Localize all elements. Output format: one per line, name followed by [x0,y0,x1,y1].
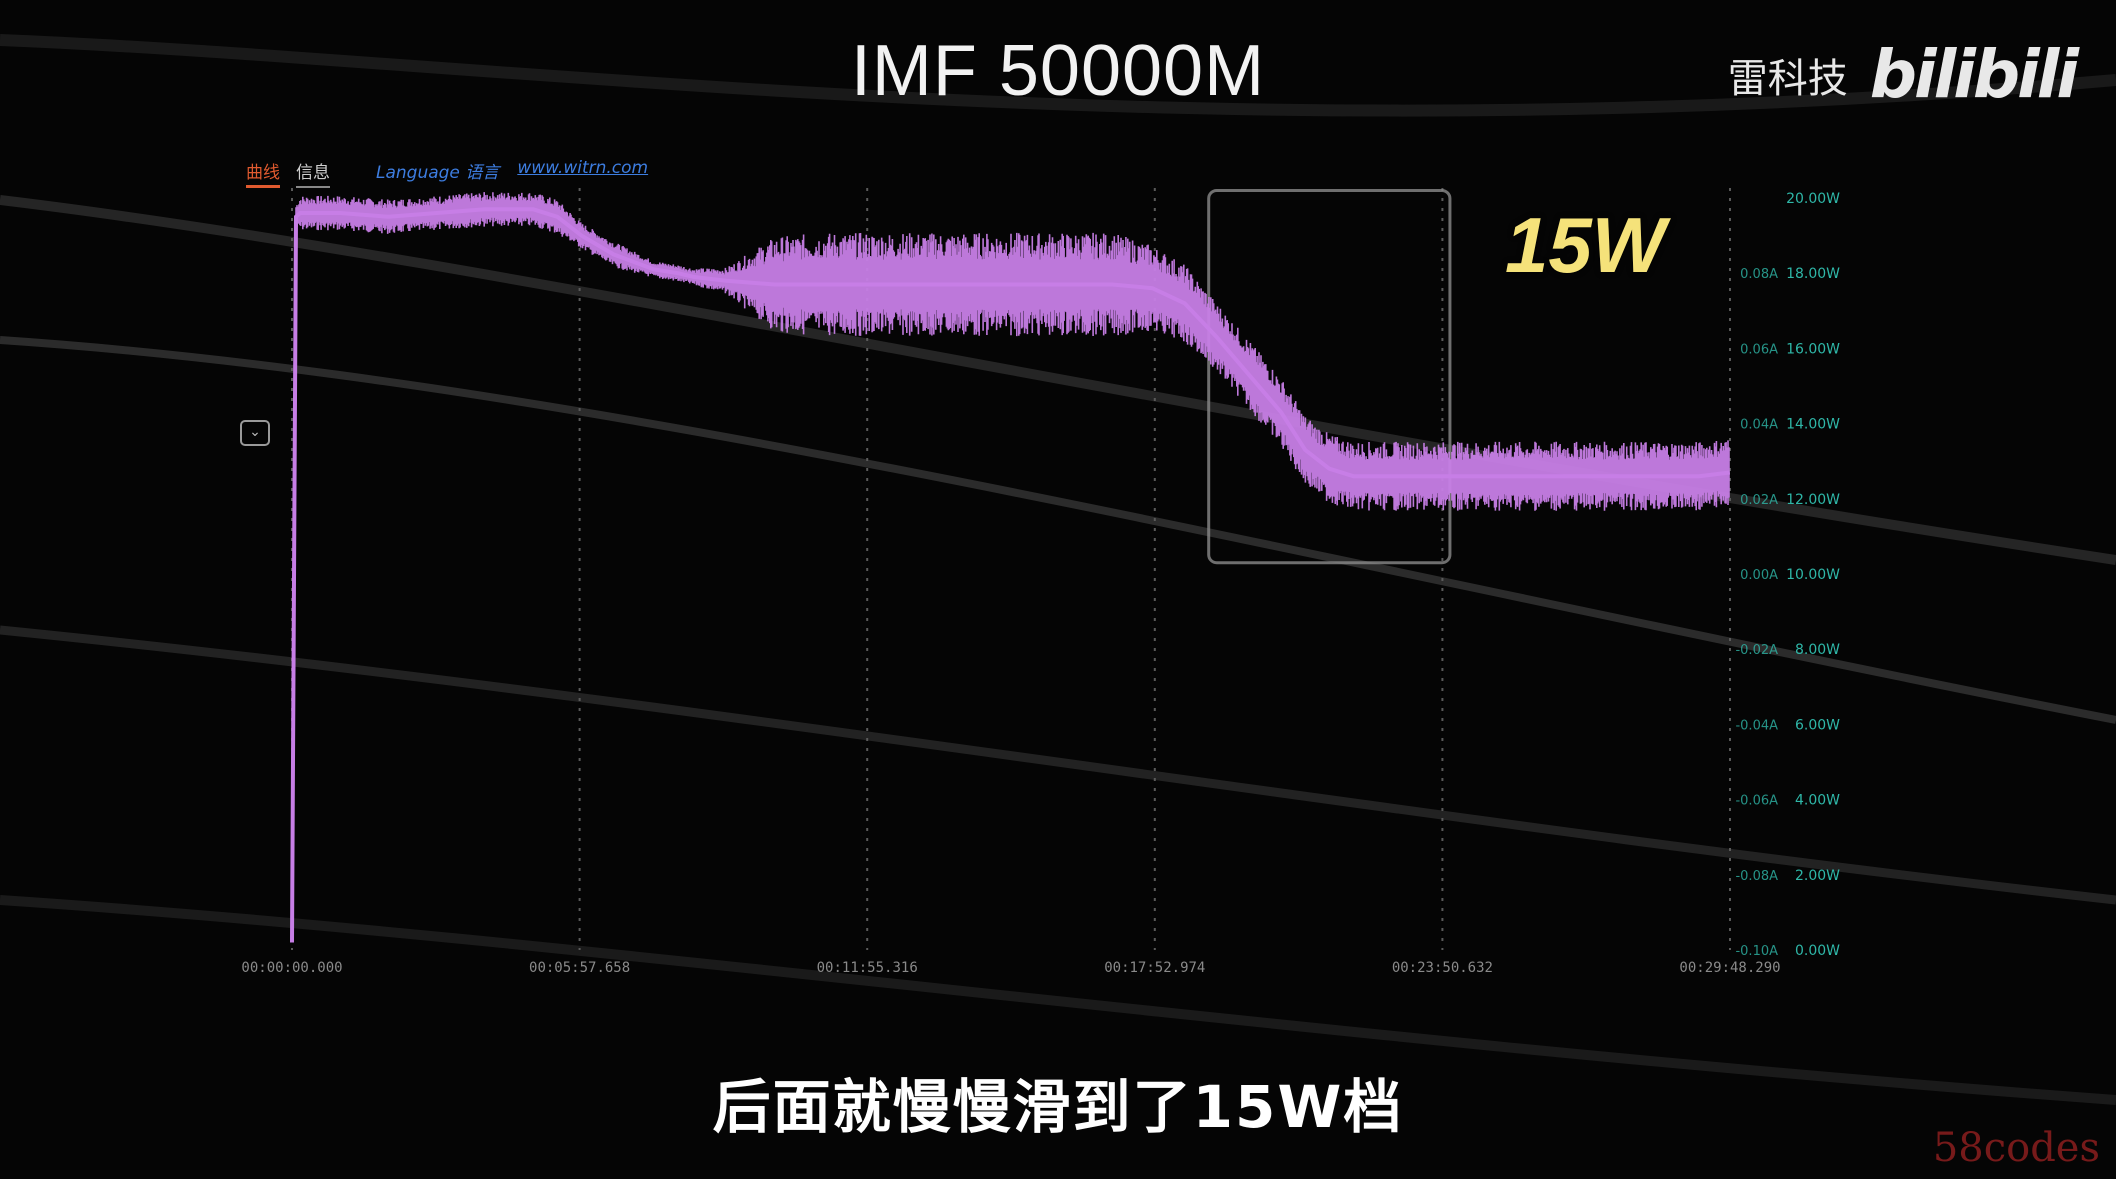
y-power-tick-label: 8.00W [1795,642,1840,658]
highlight-box [1207,188,1452,565]
brand: 雷科技 bilibili [1727,36,2079,113]
y-power-tick-label: 14.00W [1786,417,1840,433]
y-current-tick-label: -0.08A [1735,869,1778,884]
y-current-tick-label: -0.04A [1735,718,1778,733]
y-current-tick-label: 0.08A [1740,267,1778,282]
y-current-tick-label: -0.02A [1735,643,1778,658]
y-current-tick-label: -0.06A [1735,794,1778,809]
x-tick-label: 00:05:57.658 [529,960,630,976]
y-current-tick-label: 0.00A [1740,568,1778,583]
x-tick-label: 00:23:50.632 [1392,960,1493,976]
y-power-tick-label: 10.00W [1786,567,1840,583]
y-current-tick-label: 0.04A [1740,418,1778,433]
series-line [290,207,1731,943]
x-tick-label: 00:17:52.974 [1104,960,1205,976]
y-power-tick-label: 16.00W [1786,341,1840,357]
y-current-tick-label: 0.06A [1740,342,1778,357]
brand-text: 雷科技 [1727,55,1848,102]
watermark: 58codes [1932,1125,2100,1171]
collapse-toggle-icon[interactable]: ⌄ [240,420,270,446]
y-power-tick-label: 4.00W [1795,793,1840,809]
y-power-tick-label: 6.00W [1795,717,1840,733]
y-power-tick-label: 0.00W [1795,943,1840,959]
y-power-tick-label: 2.00W [1795,868,1840,884]
x-tick-label: 00:29:48.290 [1679,960,1780,976]
y-power-tick-label: 20.00W [1786,191,1840,207]
x-tick-label: 00:11:55.316 [817,960,918,976]
video-title: IMF 50000M [850,31,1266,111]
x-tick-label: 00:00:00.000 [241,960,342,976]
website-link[interactable]: www.witrn.com [517,158,649,178]
y-power-tick-label: 12.00W [1786,492,1840,508]
annotation-15w: 15W [1505,201,1666,289]
video-subtitle: 后面就慢慢滑到了15W档 [712,1073,1404,1141]
y-current-tick-label: 0.02A [1740,493,1778,508]
y-current-tick-label: -0.10A [1735,944,1778,959]
tab-curve[interactable]: 曲线 [246,158,280,188]
language-link[interactable]: Language 语言 [376,163,500,183]
header-links: Language 语言 www.witrn.com [376,158,648,183]
tab-info[interactable]: 信息 [296,158,330,188]
bilibili-logo: bilibili [1869,36,2079,113]
tab-bar: 曲线 信息 [246,158,330,188]
y-power-tick-label: 18.00W [1786,266,1840,282]
